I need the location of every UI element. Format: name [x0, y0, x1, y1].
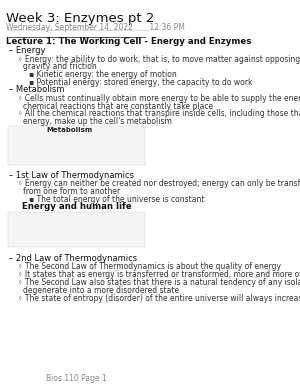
- Text: – Energy: – Energy: [9, 46, 46, 55]
- Text: ▪ Kinetic energy: the energy of motion: ▪ Kinetic energy: the energy of motion: [29, 70, 177, 79]
- Text: degenerate into a more disordered state: degenerate into a more disordered state: [22, 286, 179, 295]
- Text: ◦ Energy can neither be created nor destroyed; energy can only be transferred or: ◦ Energy can neither be created nor dest…: [18, 179, 300, 188]
- Text: – 2nd Law of Thermodynamics: – 2nd Law of Thermodynamics: [9, 254, 137, 263]
- Text: from one form to another: from one form to another: [22, 187, 120, 196]
- Text: Week 3: Enzymes pt 2: Week 3: Enzymes pt 2: [6, 12, 154, 25]
- Text: Bios 110 Page 1: Bios 110 Page 1: [46, 374, 107, 383]
- Text: ◦ The state of entropy (disorder) of the entire universe will always increase ov: ◦ The state of entropy (disorder) of the…: [18, 294, 300, 303]
- Text: Metabolism: Metabolism: [46, 126, 92, 133]
- FancyBboxPatch shape: [8, 212, 145, 247]
- Text: ◦ Energy: the ability to do work, that is, to move matter against opposing force: ◦ Energy: the ability to do work, that i…: [18, 54, 300, 63]
- Text: ◦ The Second Law also states that there is a natural tendency of any isolated sy: ◦ The Second Law also states that there …: [18, 278, 300, 287]
- Text: ▪ Potential energy: stored energy, the capacity to do work: ▪ Potential energy: stored energy, the c…: [29, 77, 253, 87]
- Text: ◦ It states that as energy is transferred or transformed, more and more of it is: ◦ It states that as energy is transferre…: [18, 270, 300, 279]
- Text: energy, make up the cell's metabolism: energy, make up the cell's metabolism: [22, 117, 172, 126]
- Text: ◦ The Second Law of Thermodynamics is about the quality of energy: ◦ The Second Law of Thermodynamics is ab…: [18, 262, 281, 271]
- Text: ▪ The total energy of the universe is constant: ▪ The total energy of the universe is co…: [29, 194, 205, 203]
- Text: Energy and human life: Energy and human life: [22, 202, 131, 211]
- Text: – Metabolism: – Metabolism: [9, 85, 65, 94]
- Text: Lecture 1: The Working Cell - Energy and Enzymes: Lecture 1: The Working Cell - Energy and…: [6, 37, 251, 46]
- Text: gravity and friction: gravity and friction: [22, 63, 96, 72]
- Text: chemical reactions that are constantly take place: chemical reactions that are constantly t…: [22, 102, 213, 110]
- Text: – 1st Law of Thermodynamics: – 1st Law of Thermodynamics: [9, 170, 134, 180]
- Text: ◦ Cells must continually obtain more energy to be able to supply the energy requ: ◦ Cells must continually obtain more ene…: [18, 94, 300, 103]
- Text: ◦ All the chemical reactions that transpire inside cells, including those that u: ◦ All the chemical reactions that transp…: [18, 109, 300, 118]
- FancyBboxPatch shape: [8, 126, 145, 165]
- Text: Wednesday, September 14, 2022       12:36 PM: Wednesday, September 14, 2022 12:36 PM: [6, 23, 185, 32]
